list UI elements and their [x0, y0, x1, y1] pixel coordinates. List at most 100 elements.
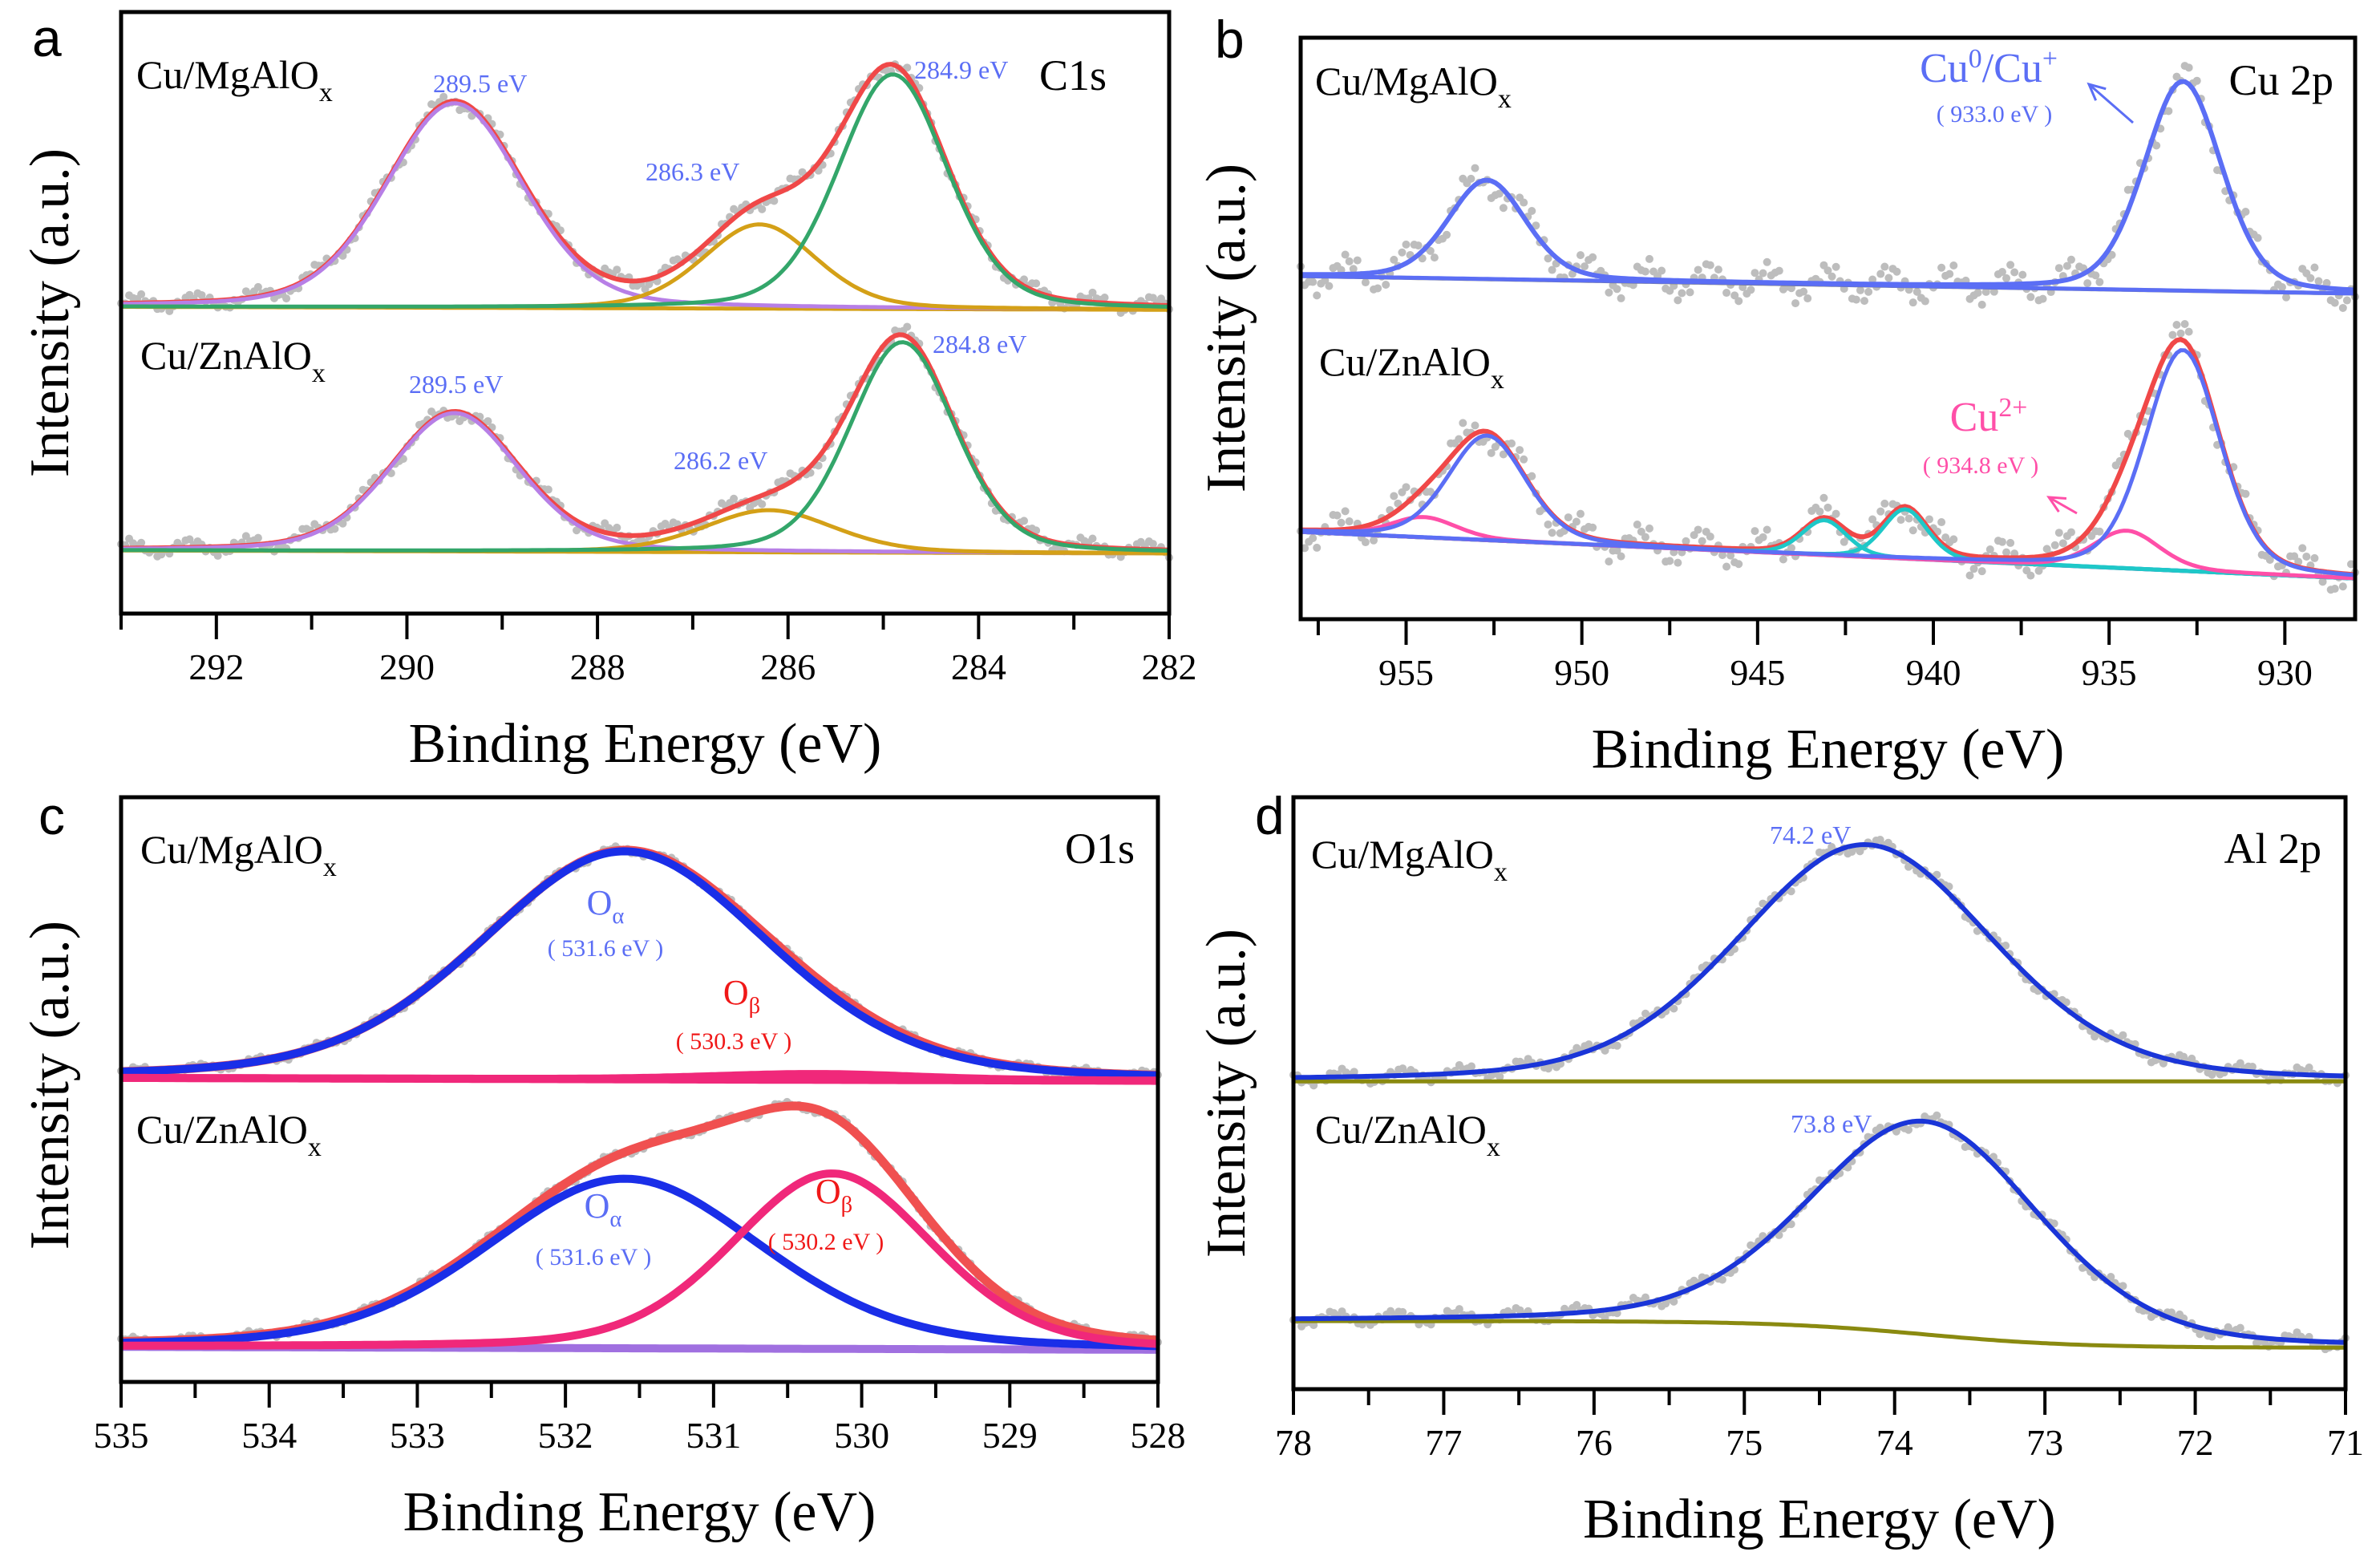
data-point	[1823, 266, 1832, 275]
data-point	[1678, 289, 1686, 298]
y-axis-label: Intensity (a.u.)	[19, 148, 81, 477]
component-peak-line	[1300, 515, 2356, 581]
data-point	[1398, 248, 1407, 257]
data-point	[2310, 263, 2319, 272]
data-point	[1763, 257, 1771, 266]
data-point	[758, 205, 767, 213]
data-point	[613, 265, 621, 274]
data-point	[1908, 526, 1917, 535]
data-point	[2042, 545, 2051, 553]
data-point	[903, 63, 912, 72]
species-label-part: β	[749, 994, 761, 1019]
data-point	[1402, 240, 1411, 249]
data-point	[1370, 536, 1378, 545]
peak-label: 74.2 eV	[1770, 820, 1851, 849]
sample-label-sub: x	[1494, 857, 1508, 887]
species-energy-label: ( 530.3 eV )	[676, 1028, 791, 1055]
data-point	[1686, 288, 1694, 297]
data-point	[282, 294, 291, 303]
data-point	[1674, 296, 1682, 305]
data-point	[2119, 1031, 2127, 1039]
data-point	[1430, 253, 1439, 262]
x-tick-label: 940	[1906, 652, 1961, 693]
panel-title: Cu 2p	[2228, 56, 2333, 104]
panel-letter: d	[1255, 786, 1285, 845]
data-point	[1823, 503, 1832, 512]
data-point	[2241, 207, 2250, 216]
component-peak-line	[121, 1174, 1159, 1351]
data-point	[197, 290, 206, 299]
data-point	[1353, 256, 1362, 265]
data-point	[2083, 279, 2092, 288]
data-point	[1544, 520, 1552, 529]
data-point	[1759, 269, 1767, 278]
data-point	[1544, 254, 1552, 263]
data-point	[1896, 516, 1905, 525]
arrow-icon	[2088, 83, 2134, 124]
data-point	[1876, 836, 1884, 845]
y-axis-label: Intensity (a.u.)	[1196, 164, 1257, 492]
data-point	[2168, 330, 2177, 339]
data-point	[2002, 273, 2011, 282]
species-label-part: α	[609, 1207, 621, 1232]
sample-label-sub: x	[1491, 365, 1504, 395]
data-point	[1815, 507, 1824, 516]
x-axis-label: Binding Energy (eV)	[403, 1481, 876, 1543]
data-point	[1605, 288, 1613, 297]
data-point	[1682, 537, 1690, 545]
data-point	[1969, 565, 1978, 573]
panel-a: a Intensity (a.u.) Binding Energy (eV) 292 2…	[19, 8, 1197, 775]
panel-d: d Intensity (a.u.) Binding Energy (eV) 78 77…	[1196, 786, 2364, 1550]
data-point	[2002, 942, 2010, 950]
data-point	[1313, 543, 1322, 552]
x-tick-label: 930	[2257, 652, 2313, 693]
data-point	[2253, 233, 2262, 242]
data-point	[1361, 278, 1370, 287]
data-point	[2192, 76, 2201, 85]
data-point	[1568, 269, 1577, 278]
data-point	[1520, 198, 1528, 207]
species-label-part: β	[841, 1193, 853, 1218]
sample-label-base: Cu/ZnAlO	[1315, 1107, 1487, 1152]
peak-label: 289.5 eV	[409, 370, 503, 399]
sample-label-sub: x	[1487, 1132, 1500, 1162]
spectrum-cu-znalox: Cu/ZnAlOx	[117, 1097, 1162, 1354]
data-point	[1775, 266, 1783, 275]
data-point	[1714, 265, 1722, 274]
data-point	[1989, 287, 1998, 296]
data-point	[1020, 275, 1029, 284]
species-label: Cu2+	[1950, 393, 2028, 440]
x-axis-label: Binding Energy (eV)	[409, 713, 882, 775]
data-point	[2184, 327, 2193, 336]
data-point	[1787, 1220, 1795, 1229]
data-point	[1495, 189, 1504, 198]
data-point	[1751, 527, 1759, 536]
sample-label-base: Cu/MgAlO	[1311, 832, 1494, 877]
data-point	[1443, 230, 1451, 239]
data-point	[1698, 537, 1706, 545]
data-point	[1088, 534, 1097, 543]
data-point	[2310, 553, 2319, 562]
y-axis-label: Intensity (a.u.)	[19, 921, 81, 1250]
data-point	[1666, 557, 1674, 565]
data-point	[1921, 297, 1929, 306]
component-peak-line	[121, 72, 1170, 309]
data-point	[1309, 278, 1318, 286]
panel-c: c Intensity (a.u.) Binding Energy (eV) 535 5…	[19, 786, 1186, 1543]
data-point	[1751, 269, 1759, 278]
fit-envelope-line	[1300, 337, 2356, 577]
data-point	[1564, 513, 1572, 522]
spectrum-cu-mgalox: 289.5 eV 286.3 eV 284.9 eV Cu/MgAlOx	[117, 52, 1173, 318]
sample-label: Cu/ZnAlOx	[140, 333, 326, 388]
data-point	[1402, 483, 1411, 492]
sample-label-sub: x	[312, 359, 326, 388]
data-point	[1414, 241, 1423, 250]
data-point	[2346, 560, 2355, 569]
sample-label-base: Cu/ZnAlO	[140, 333, 312, 378]
data-point	[2006, 261, 2015, 269]
data-point	[1601, 1046, 1609, 1055]
x-tick-label: 534	[241, 1415, 297, 1456]
data-point	[2342, 296, 2351, 305]
species-energy-label: ( 531.6 eV )	[548, 935, 663, 962]
